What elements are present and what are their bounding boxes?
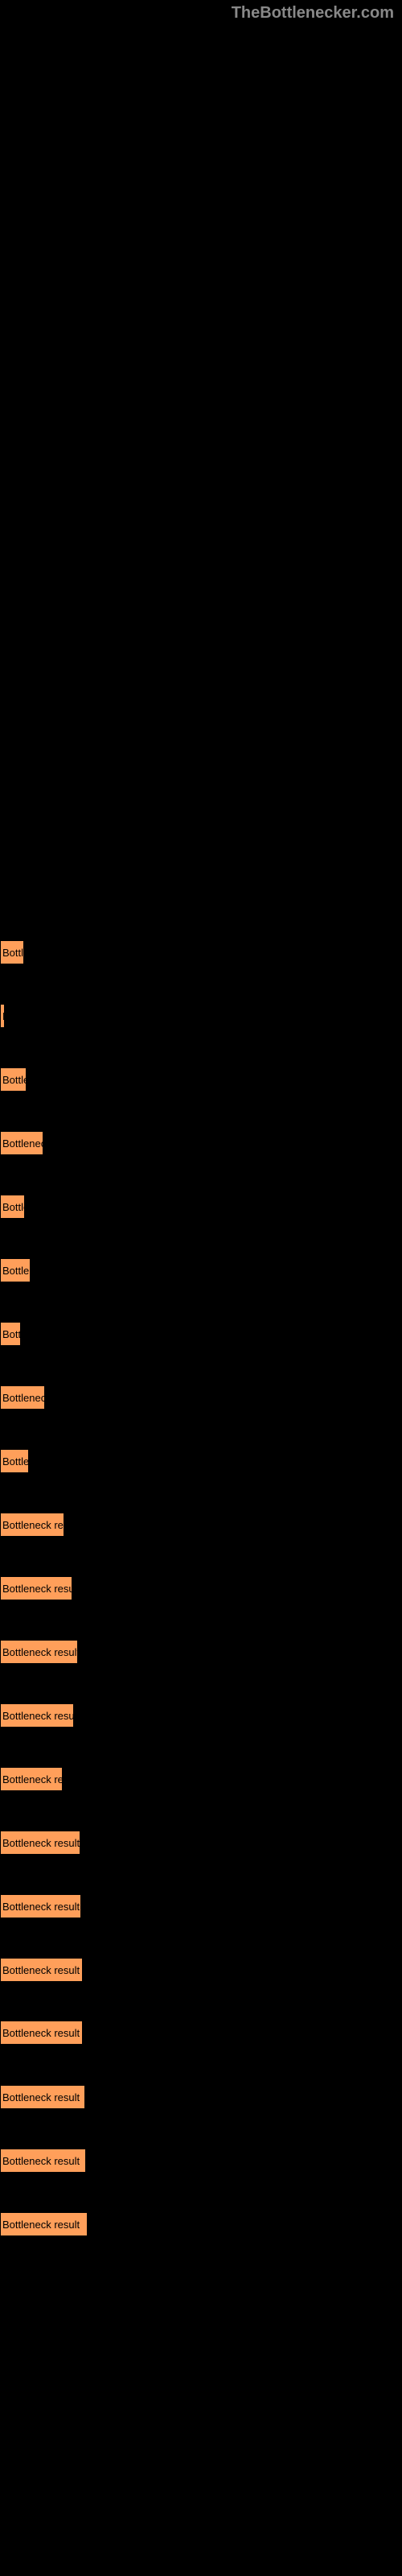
bar-row: Bot bbox=[0, 1004, 5, 1028]
bar: Bottlen bbox=[0, 1449, 29, 1473]
bar: Bottleneck resu bbox=[0, 1576, 72, 1600]
bar-row: Bottleneck result bbox=[0, 1958, 83, 1982]
bar: Bottleneck result bbox=[0, 1831, 80, 1855]
bar-row: Bottleneck result bbox=[0, 2021, 83, 2045]
chart-area: TheBottlenecker.com Bottl Bot Bottlen Bottl… bbox=[0, 0, 402, 2576]
bar-row: Bottlen bbox=[0, 1449, 29, 1473]
bar-row: Bottleneck resul bbox=[0, 1703, 74, 1728]
bar: Bottlen bbox=[0, 1067, 27, 1092]
bar: Bottleneck result bbox=[0, 2212, 88, 2236]
bar: Bottleneck result bbox=[0, 2149, 86, 2173]
bar-row: Bottleneck result bbox=[0, 1831, 80, 1855]
bar: Bottl bbox=[0, 940, 24, 964]
bar-row: Bottlen bbox=[0, 1067, 27, 1092]
bar-row: Bottleneck result bbox=[0, 2085, 85, 2109]
bar: Bottleneck res bbox=[0, 1513, 64, 1537]
bar: Bot bbox=[0, 1004, 5, 1028]
bar: Bottleneck resul bbox=[0, 1703, 74, 1728]
bar-row: Bottleneck result bbox=[0, 1640, 78, 1664]
bar: Bottleneck result bbox=[0, 1640, 78, 1664]
bar: Bottleneck result bbox=[0, 1894, 81, 1918]
bar-row: Bottleneck result bbox=[0, 2149, 86, 2173]
bar-row: Bottleneck result bbox=[0, 2212, 88, 2236]
bar-row: Bottleneck result bbox=[0, 1894, 81, 1918]
bar: Bottleneck result bbox=[0, 2021, 83, 2045]
bar: Bott bbox=[0, 1322, 21, 1346]
bar-row: Bottlenec bbox=[0, 1131, 43, 1155]
watermark-text: TheBottlenecker.com bbox=[232, 4, 394, 23]
bar: Bottlenec bbox=[0, 1131, 43, 1155]
bar-row: Bott bbox=[0, 1322, 21, 1346]
bar-row: Bottleneck re bbox=[0, 1767, 63, 1791]
bar: Bottle bbox=[0, 1195, 25, 1219]
bar-row: Bottle bbox=[0, 1195, 25, 1219]
bar-row: Bottleneck bbox=[0, 1385, 45, 1410]
bar: Bottleneck re bbox=[0, 1767, 63, 1791]
bar-row: Bottl bbox=[0, 940, 24, 964]
bar-row: Bottleneck res bbox=[0, 1513, 64, 1537]
bar: Bottleneck result bbox=[0, 1958, 83, 1982]
bar: Bottleneck result bbox=[0, 2085, 85, 2109]
bar: Bottleneck bbox=[0, 1385, 45, 1410]
bar-row: Bottleneck resu bbox=[0, 1576, 72, 1600]
bar: Bottlene bbox=[0, 1258, 31, 1282]
bar-row: Bottlene bbox=[0, 1258, 31, 1282]
